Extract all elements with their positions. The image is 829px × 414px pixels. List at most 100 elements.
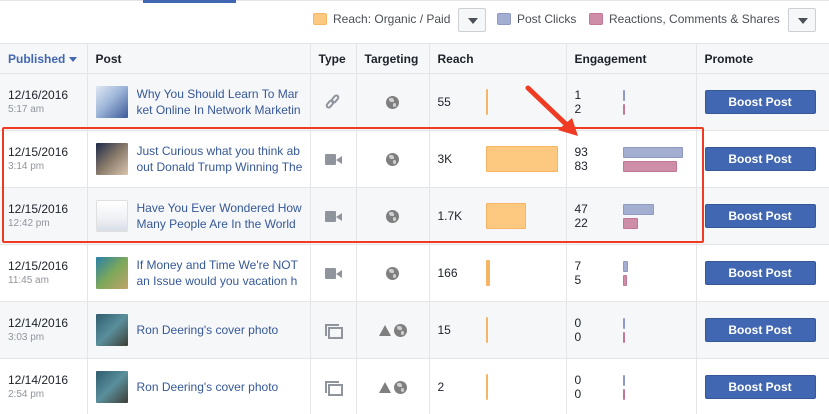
reactions-value: 5: [574, 273, 582, 287]
reactions-value: 2: [574, 102, 582, 116]
post-thumbnail[interactable]: [95, 200, 128, 232]
post-thumbnail[interactable]: [95, 143, 128, 175]
engagement-dropdown-button[interactable]: [788, 8, 816, 32]
post-time: 3:14 pm: [8, 161, 45, 172]
clicks-value: 93: [574, 145, 588, 159]
col-post: Post: [87, 43, 311, 74]
clicks-value: 0: [574, 316, 582, 330]
post-thumbnail[interactable]: [95, 257, 128, 289]
reactions-value: 22: [574, 216, 588, 230]
post-thumbnail[interactable]: [95, 86, 128, 118]
post-time: 12:42 pm: [8, 218, 50, 229]
warning-icon: [378, 382, 391, 394]
reach-value: 15: [437, 323, 451, 337]
post-title-link[interactable]: Just Curious what you think about Donald…: [136, 144, 303, 174]
reactions-bar: [622, 389, 625, 400]
sort-down-icon: [69, 56, 78, 62]
post-title-link[interactable]: Have You Ever Wondered How Many People A…: [136, 201, 302, 231]
clicks-value: 7: [574, 259, 582, 273]
chart-legend: Reach: Organic / Paid Post Clicks Reacti…: [0, 7, 829, 35]
reach-bar: [485, 203, 526, 229]
photo-album-icon: [325, 381, 343, 397]
clicks-swatch: [497, 13, 511, 25]
reach-bar: [485, 146, 558, 172]
post-title-link[interactable]: Ron Deering's cover photo: [136, 380, 279, 394]
clicks-bar: [622, 318, 625, 329]
legend-reach: Reach: Organic / Paid: [313, 12, 450, 26]
post-date: 12/14/2016: [8, 373, 69, 387]
top-divider: [0, 0, 829, 3]
boost-post-button[interactable]: Boost Post: [704, 204, 816, 228]
legend-reactions: Reactions, Comments & Shares: [589, 12, 780, 26]
table-row[interactable]: 12/15/2016 3:14 pm Just Curious what you …: [0, 130, 829, 188]
post-title-link[interactable]: If Money and Time We're NOT an Issue wou…: [136, 258, 298, 288]
reach-dropdown-button[interactable]: [458, 8, 486, 32]
reactions-value: 0: [574, 330, 582, 344]
post-date: 12/15/2016: [8, 259, 69, 273]
photo-album-icon: [325, 324, 343, 340]
reach-value: 3K: [437, 152, 453, 166]
annotation-highlight-box: [2, 127, 704, 243]
col-type: Type: [310, 43, 357, 74]
post-time: 2:54 pm: [8, 389, 45, 400]
globe-icon: [393, 324, 407, 338]
post-thumbnail[interactable]: [95, 314, 128, 346]
link-icon: [324, 93, 341, 110]
reactions-bar: [622, 161, 677, 172]
boost-post-button[interactable]: Boost Post: [704, 375, 816, 399]
table-row[interactable]: 12/14/2016 2:54 pm Ron Deering's cover ph…: [0, 358, 829, 414]
reactions-value: 0: [574, 387, 582, 401]
video-camera-icon: [324, 211, 342, 223]
post-date: 12/15/2016: [8, 202, 69, 216]
clicks-bar: [622, 375, 625, 386]
video-camera-icon: [324, 268, 342, 280]
table-row[interactable]: 12/16/2016 5:17 am Why You Should Learn T…: [0, 73, 829, 131]
col-published-label: Published: [8, 51, 66, 66]
post-date: 12/16/2016: [8, 88, 69, 102]
posts-table: Published Post Type Targeting Reach Enga…: [0, 43, 829, 414]
boost-post-button[interactable]: Boost Post: [704, 318, 816, 342]
table-row[interactable]: 12/15/2016 12:42 pm Have You Ever Wondere…: [0, 187, 829, 245]
annotation-arrow-icon: [525, 85, 578, 136]
col-published[interactable]: Published: [0, 43, 88, 74]
video-camera-icon: [324, 154, 342, 166]
reactions-swatch: [589, 13, 603, 25]
legend-reactions-label: Reactions, Comments & Shares: [609, 12, 780, 26]
legend-reach-label: Reach: Organic / Paid: [333, 12, 451, 26]
reach-value: 55: [437, 95, 451, 109]
boost-post-button[interactable]: Boost Post: [704, 147, 816, 171]
post-title-link[interactable]: Ron Deering's cover photo: [136, 323, 279, 337]
post-title-link[interactable]: Why You Should Learn To Market Online In…: [136, 87, 301, 117]
reactions-value: 83: [574, 159, 588, 173]
col-engagement: Engagement: [566, 43, 697, 74]
reach-bar: [485, 317, 488, 343]
clicks-bar: [622, 204, 654, 215]
reactions-bar: [622, 275, 627, 286]
clicks-bar: [622, 147, 683, 158]
globe-icon: [393, 381, 407, 395]
table-row[interactable]: 12/15/2016 11:45 am If Money and Time We'…: [0, 244, 829, 302]
table-row[interactable]: 12/14/2016 3:03 pm Ron Deering's cover ph…: [0, 301, 829, 359]
boost-post-button[interactable]: Boost Post: [704, 90, 816, 114]
post-time: 5:17 am: [8, 104, 45, 115]
col-promote: Promote: [696, 43, 829, 74]
col-reach: Reach: [429, 43, 567, 74]
post-date: 12/15/2016: [8, 145, 69, 159]
legend-clicks: Post Clicks: [497, 12, 576, 26]
reach-bar: [485, 89, 488, 115]
post-thumbnail[interactable]: [95, 371, 128, 403]
reach-swatch: [313, 13, 327, 25]
globe-icon: [386, 96, 399, 110]
boost-post-button[interactable]: Boost Post: [704, 261, 816, 285]
reactions-bar: [622, 218, 638, 229]
col-targeting: Targeting: [356, 43, 430, 74]
clicks-value: 0: [574, 373, 582, 387]
clicks-bar: [622, 261, 628, 272]
active-tab-indicator: [143, 0, 236, 3]
reach-bar: [485, 260, 490, 286]
post-time: 3:03 pm: [8, 332, 45, 343]
reactions-bar: [622, 104, 625, 115]
post-date: 12/14/2016: [8, 316, 69, 330]
legend-clicks-label: Post Clicks: [517, 12, 577, 26]
clicks-value: 1: [574, 88, 582, 102]
